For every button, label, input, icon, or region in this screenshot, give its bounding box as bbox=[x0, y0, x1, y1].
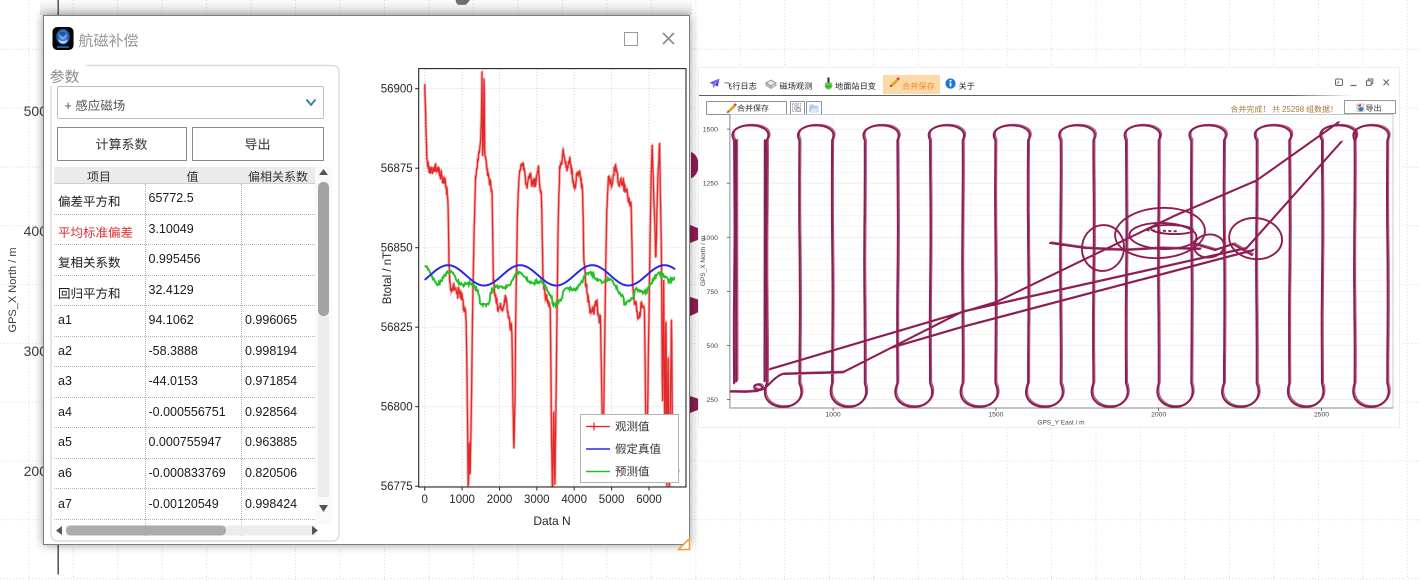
svg-text:56850: 56850 bbox=[381, 243, 413, 255]
svg-text:1500: 1500 bbox=[703, 127, 718, 134]
svg-text:4000: 4000 bbox=[561, 494, 587, 506]
svg-text:预测值: 预测值 bbox=[615, 464, 650, 480]
svg-text:2000: 2000 bbox=[487, 494, 513, 506]
svg-text:56900: 56900 bbox=[381, 84, 413, 96]
svg-text:750: 750 bbox=[707, 289, 719, 296]
svg-text:Data N: Data N bbox=[533, 514, 570, 528]
svg-text:500: 500 bbox=[24, 103, 48, 119]
svg-text:1250: 1250 bbox=[703, 181, 718, 188]
svg-text:1000: 1000 bbox=[449, 494, 475, 506]
svg-text:假定真值: 假定真值 bbox=[615, 441, 661, 457]
svg-text:2000: 2000 bbox=[1151, 412, 1166, 419]
svg-text:GPS_Y East / m: GPS_Y East / m bbox=[1037, 420, 1084, 427]
svg-text:400: 400 bbox=[24, 223, 48, 239]
svg-text:Btotal / nT: Btotal / nT bbox=[382, 252, 394, 304]
svg-text:56775: 56775 bbox=[381, 481, 413, 493]
svg-text:观测值: 观测值 bbox=[615, 419, 650, 435]
svg-text:1000: 1000 bbox=[826, 412, 841, 419]
svg-text:250: 250 bbox=[707, 397, 719, 404]
svg-text:GPS_X North / m: GPS_X North / m bbox=[700, 236, 707, 286]
svg-text:200: 200 bbox=[24, 463, 48, 479]
svg-text:1000: 1000 bbox=[703, 235, 718, 242]
svg-text:500: 500 bbox=[707, 343, 719, 350]
svg-text:1500: 1500 bbox=[988, 412, 1003, 419]
svg-text:56875: 56875 bbox=[381, 163, 413, 175]
svg-text:56825: 56825 bbox=[381, 322, 413, 334]
svg-text:6000: 6000 bbox=[636, 494, 662, 506]
svg-text:300: 300 bbox=[24, 343, 48, 359]
svg-text:5000: 5000 bbox=[599, 494, 625, 506]
svg-text:GPS_X North / m: GPS_X North / m bbox=[7, 248, 19, 333]
svg-text:0: 0 bbox=[421, 494, 427, 506]
svg-text:3000: 3000 bbox=[524, 494, 550, 506]
svg-text:2500: 2500 bbox=[1314, 412, 1329, 419]
svg-text:56800: 56800 bbox=[381, 402, 413, 414]
